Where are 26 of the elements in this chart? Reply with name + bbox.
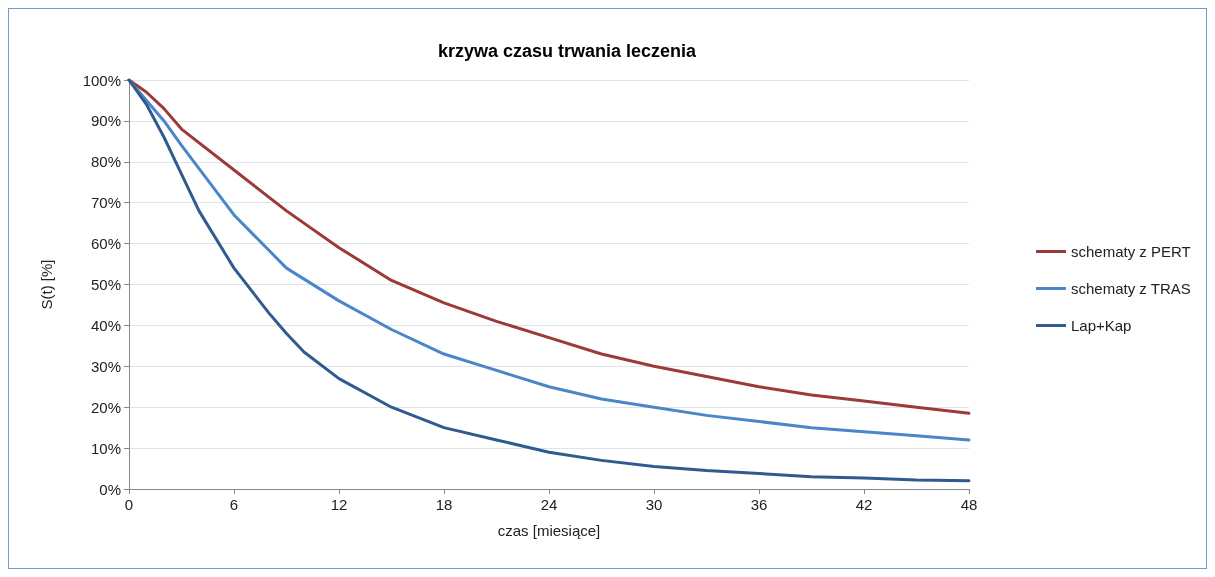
- x-tick-label: 0: [124, 496, 134, 513]
- x-axis-title: czas [miesiące]: [497, 522, 601, 539]
- x-tick-label: 30: [645, 496, 663, 513]
- y-tick-label: 10%: [90, 439, 121, 457]
- x-tick-label: 42: [855, 496, 873, 513]
- y-tick-label: 0%: [99, 480, 121, 498]
- y-tick-label: 90%: [90, 112, 121, 130]
- chart-title: krzywa czasu trwania leczenia: [437, 41, 698, 61]
- x-tick-label: 24: [540, 496, 558, 513]
- x-tick-label: 36: [750, 496, 768, 513]
- y-tick-label: 50%: [90, 276, 121, 293]
- y-tick-label: 30%: [90, 357, 121, 375]
- legend-label: schematy z PERT: [1070, 243, 1191, 260]
- y-tick-label: 80%: [90, 153, 121, 171]
- y-tick-label: 100%: [82, 71, 121, 89]
- y-tick-label: 70%: [90, 194, 121, 212]
- x-tick-label: 18: [435, 496, 453, 513]
- x-tick-label: 12: [330, 496, 348, 513]
- legend-label: Lap+Kap: [1070, 317, 1132, 334]
- y-tick-label: 60%: [90, 235, 121, 253]
- x-tick-label: 48: [960, 496, 978, 513]
- legend-label: schematy z TRAS: [1070, 280, 1191, 297]
- y-tick-label: 40%: [90, 316, 121, 334]
- y-axis-title: S(t) [%]: [38, 259, 55, 310]
- x-tick-label: 6: [229, 496, 239, 513]
- y-tick-label: 20%: [90, 398, 121, 416]
